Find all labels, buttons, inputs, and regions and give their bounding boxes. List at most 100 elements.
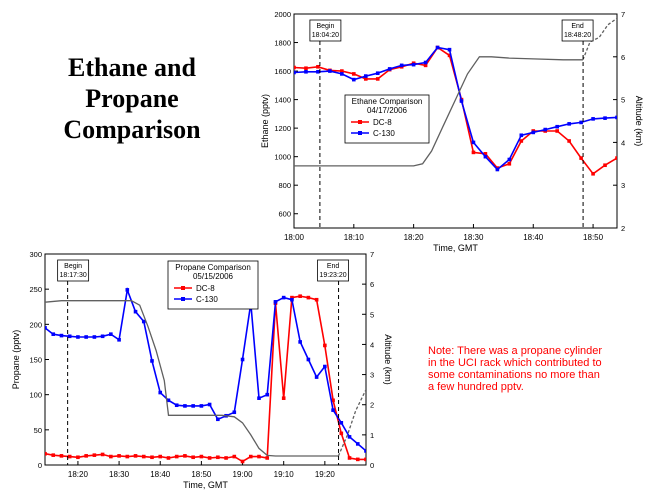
data-point	[100, 334, 105, 339]
data-point	[273, 300, 278, 304]
data-point	[304, 66, 308, 71]
series-group	[294, 17, 617, 176]
data-point	[495, 167, 500, 172]
marker-label: End	[571, 23, 584, 30]
data-point	[240, 459, 245, 464]
data-point	[555, 129, 559, 133]
legend-key-marker	[358, 120, 362, 124]
data-point	[331, 408, 335, 412]
data-point	[199, 404, 204, 408]
data-point	[603, 116, 607, 120]
data-point	[375, 77, 380, 81]
y2-tick-label: 0	[370, 461, 374, 470]
y-tick-label: 800	[278, 181, 291, 190]
x-tick-label: 18:40	[523, 233, 544, 242]
y2-tick-label: 6	[370, 280, 374, 289]
y-tick-label: 250	[29, 285, 42, 294]
marker-box	[57, 259, 90, 282]
x-tick-label: 18:50	[583, 233, 604, 242]
data-point	[166, 456, 171, 460]
slide-title-line: Propane	[85, 84, 179, 113]
data-point	[347, 456, 352, 460]
legend-title: Propane Comparison	[175, 263, 251, 272]
data-point	[207, 456, 212, 460]
y-tick-label: 300	[29, 250, 42, 259]
data-point	[423, 60, 428, 65]
data-point	[352, 72, 356, 76]
x-tick-label: 18:30	[463, 233, 484, 242]
legend-key-marker	[181, 286, 185, 290]
data-point	[92, 335, 97, 339]
data-point	[290, 295, 294, 300]
y-axis-label: Ethane (pptv)	[260, 94, 270, 148]
marker-label: Begin	[316, 23, 334, 30]
x-axis-label: Time, GMT	[433, 243, 478, 253]
data-point	[166, 398, 171, 403]
data-point	[591, 117, 595, 121]
data-point	[84, 454, 88, 458]
data-point	[109, 332, 113, 336]
altitude-line	[337, 389, 366, 457]
legend-entry: DC-8	[196, 284, 215, 293]
data-point	[248, 454, 253, 459]
data-point	[347, 435, 352, 439]
data-point	[423, 63, 428, 68]
marker-label: End	[327, 263, 340, 270]
data-point	[304, 69, 308, 74]
data-point	[615, 115, 617, 120]
data-point	[579, 156, 583, 160]
data-point	[224, 456, 228, 460]
note-line: a few hundred pptv.	[428, 381, 524, 393]
legend-subtitle: 05/15/2006	[193, 272, 234, 281]
data-point	[519, 139, 524, 143]
legend-entry: DC-8	[373, 118, 392, 127]
legend-key-marker	[181, 297, 185, 301]
data-point	[125, 288, 130, 292]
data-point	[265, 456, 270, 460]
y2-tick-label: 6	[621, 53, 625, 62]
data-point	[339, 431, 344, 436]
data-point	[59, 333, 64, 338]
y-tick-label: 2000	[274, 10, 291, 19]
y-tick-label: 1800	[274, 39, 291, 48]
slide-title: Ethane and Propane Comparison	[22, 52, 242, 145]
x-axis-label: Time, GMT	[183, 480, 228, 490]
data-point	[133, 454, 138, 458]
data-point	[340, 69, 344, 73]
data-point	[323, 364, 327, 369]
data-point	[339, 421, 344, 425]
data-point	[471, 150, 476, 155]
x-tick-label: 18:40	[150, 470, 171, 479]
y2-tick-label: 5	[621, 96, 625, 105]
y2-tick-label: 7	[621, 10, 625, 19]
y2-axis-label: Altitude (km)	[634, 96, 644, 147]
marker-box	[317, 259, 349, 282]
data-point	[76, 455, 80, 460]
marker-time: 18:17:30	[60, 272, 87, 279]
y-tick-label: 50	[34, 426, 42, 435]
y-tick-label: 100	[29, 391, 42, 400]
data-point	[133, 309, 138, 314]
x-tick-label: 18:30	[109, 470, 130, 479]
data-point	[447, 47, 452, 52]
y-tick-label: 200	[29, 320, 42, 329]
data-point	[507, 157, 512, 162]
y-tick-label: 1400	[274, 96, 291, 105]
data-point	[216, 417, 220, 422]
data-point	[183, 404, 187, 408]
marker-label: Begin	[64, 263, 82, 270]
data-point	[328, 69, 332, 73]
data-point	[483, 154, 488, 159]
data-point	[298, 294, 302, 298]
data-point	[314, 297, 319, 302]
data-point	[257, 396, 261, 400]
slide-title-line: Comparison	[63, 115, 201, 144]
note-line: in the UCI rack which contributed to	[428, 357, 602, 369]
y2-tick-label: 4	[621, 138, 625, 147]
x-tick-label: 18:10	[344, 233, 365, 242]
data-point	[363, 77, 368, 81]
altitude-line	[582, 17, 617, 61]
data-point	[150, 359, 154, 363]
y2-tick-label: 5	[370, 310, 374, 319]
